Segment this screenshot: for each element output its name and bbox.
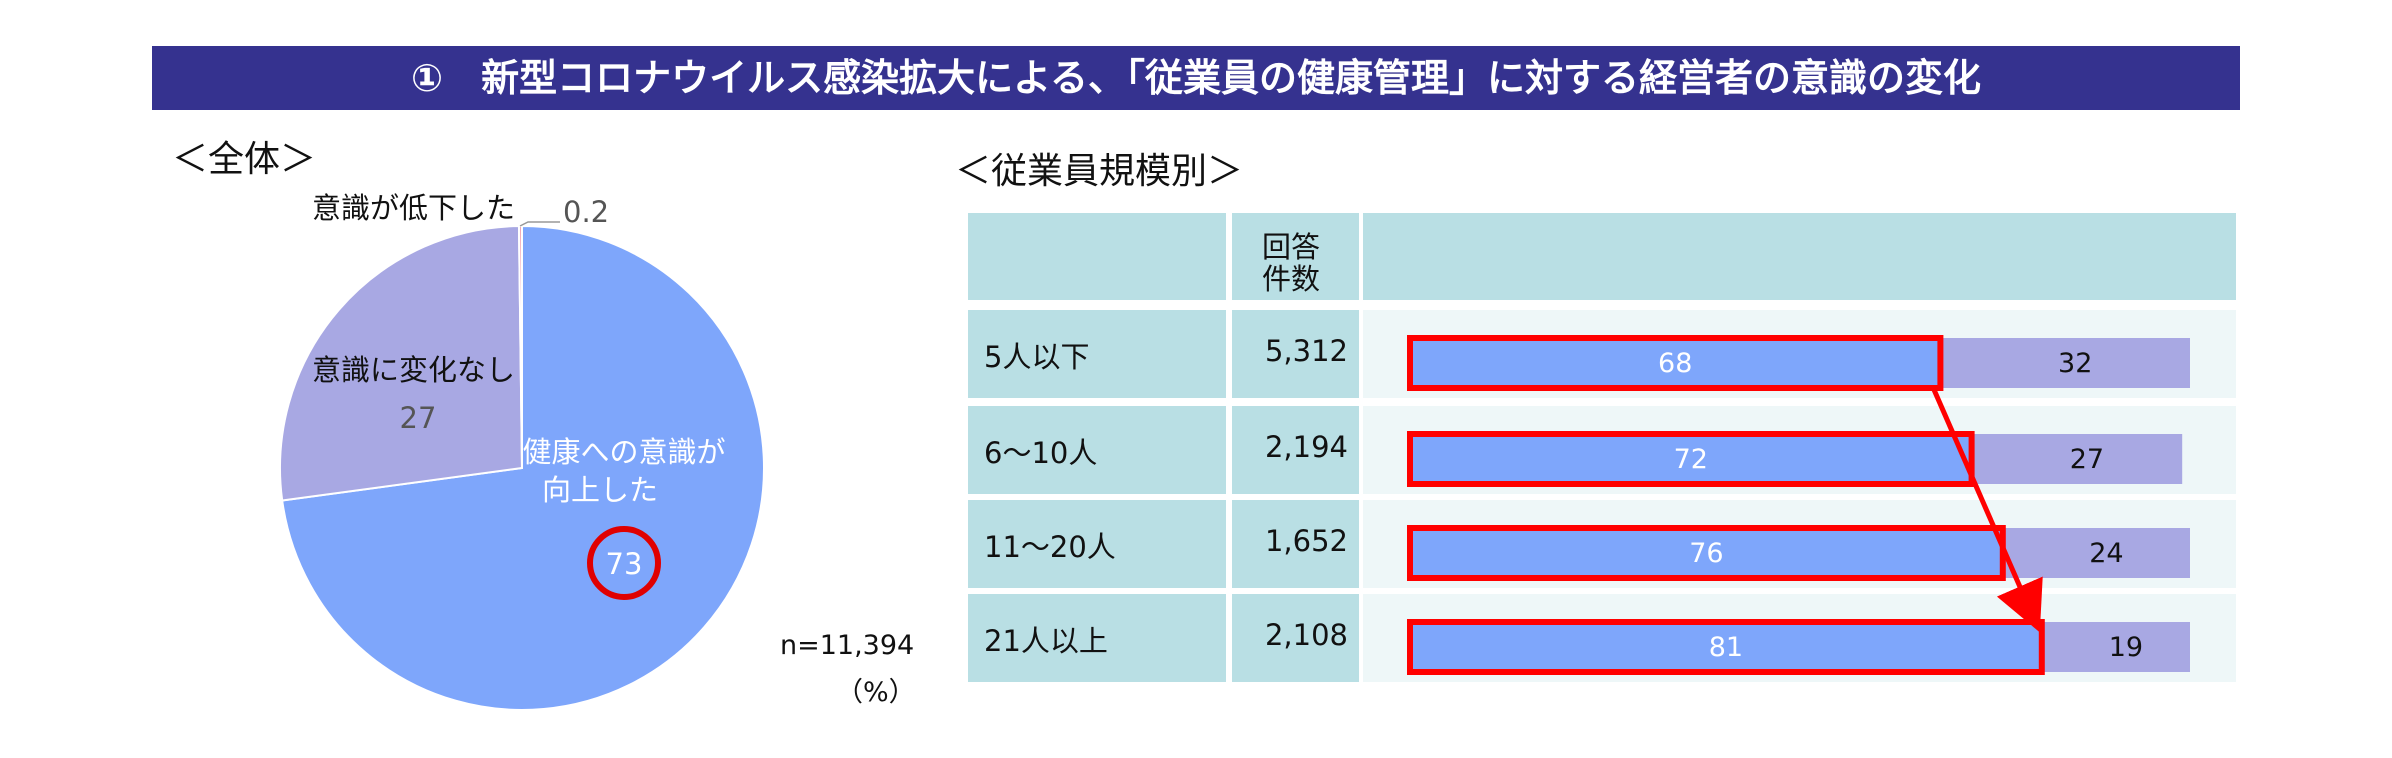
pie-value-2: 0.2 bbox=[563, 195, 609, 229]
row-category-2: 11〜20人 bbox=[984, 530, 1116, 564]
row-category-3: 21人以上 bbox=[984, 624, 1108, 658]
pie-chart: 健康への意識が向上した 73 意識に変化なし 27 意識が低下した 0.2 bbox=[279, 191, 765, 711]
pie-heading: ＜全体＞ bbox=[172, 139, 317, 180]
row-count-0: 5,312 bbox=[1264, 334, 1348, 368]
row-count-cell bbox=[1232, 594, 1359, 682]
bar-heading: ＜従業員規模別＞ bbox=[955, 151, 1244, 192]
table-header-cell bbox=[968, 213, 1226, 300]
row-category-1: 6〜10人 bbox=[984, 436, 1098, 470]
row-count-cell bbox=[1232, 310, 1359, 398]
row-bar-cell bbox=[1363, 500, 2236, 588]
row-category-cell bbox=[968, 594, 1226, 682]
unit-label: （%） bbox=[836, 677, 916, 708]
sample-size-label: n=11,394 bbox=[780, 630, 915, 661]
row-category-cell bbox=[968, 406, 1226, 494]
row-count-cell bbox=[1232, 406, 1359, 494]
table-header-cell bbox=[1232, 213, 1359, 300]
pie-slice-1 bbox=[279, 225, 524, 502]
pie-label-1: 意識に変化なし bbox=[312, 353, 515, 387]
pie-value-0: 73 bbox=[606, 547, 643, 581]
row-count-1: 2,194 bbox=[1264, 430, 1348, 464]
highlight-ring bbox=[587, 526, 661, 600]
title-banner: ① 新型コロナウイルス感染拡大による、「従業員の健康管理」に対する経営者の意識の… bbox=[152, 46, 2240, 110]
leader-line bbox=[519, 221, 560, 227]
row-bar-cell bbox=[1363, 310, 2236, 398]
row-category-cell bbox=[968, 500, 1226, 588]
pie-label-0: 健康への意識が向上した bbox=[522, 435, 725, 507]
row-category-cell bbox=[968, 310, 1226, 398]
pie-value-1: 27 bbox=[400, 401, 437, 435]
row-category-0: 5人以下 bbox=[984, 340, 1090, 374]
row-count-3: 2,108 bbox=[1264, 618, 1348, 652]
row-bar-cell bbox=[1363, 594, 2236, 682]
pie-label-2: 意識が低下した bbox=[312, 191, 515, 225]
row-bar-cell bbox=[1363, 406, 2236, 494]
count-header-line1: 回答 bbox=[1262, 230, 1321, 264]
row-count-2: 1,652 bbox=[1264, 524, 1348, 558]
page-title: ① 新型コロナウイルス感染拡大による、「従業員の健康管理」に対する経営者の意識の… bbox=[410, 56, 1982, 100]
table-header-cell bbox=[1363, 213, 2236, 300]
count-header-line2: 件数 bbox=[1262, 262, 1321, 296]
row-count-cell bbox=[1232, 500, 1359, 588]
